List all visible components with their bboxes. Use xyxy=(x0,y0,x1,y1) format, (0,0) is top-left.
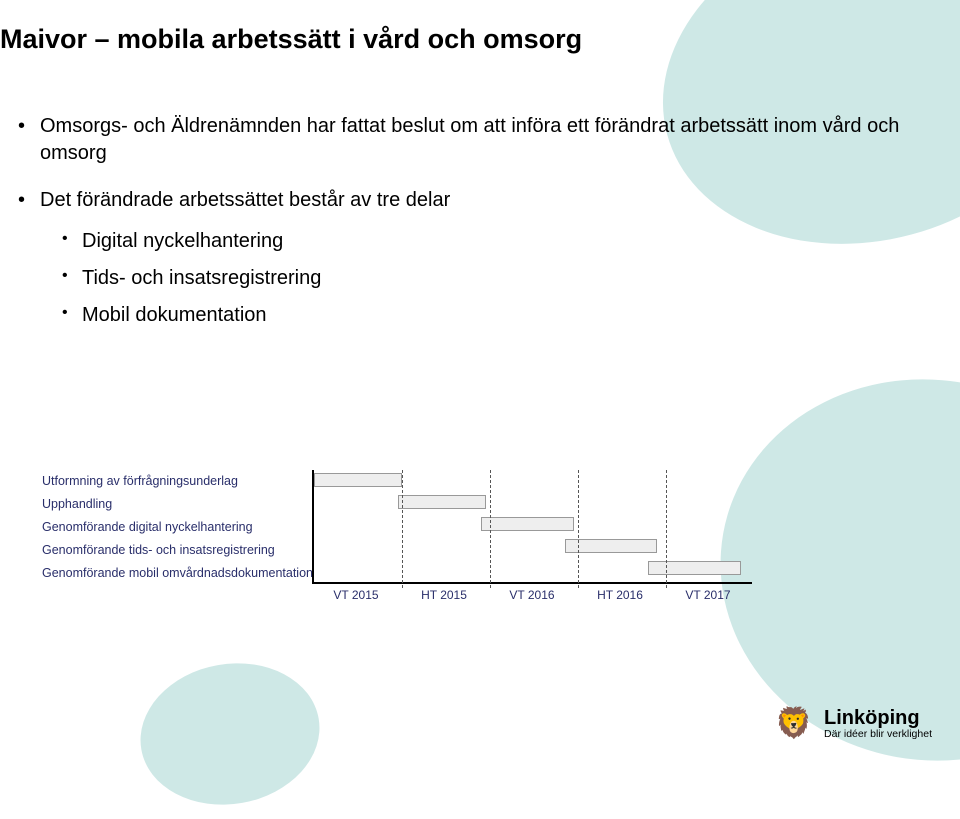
logo-city: Linköping xyxy=(824,707,932,729)
gantt-x-tick: HT 2016 xyxy=(597,588,643,602)
gantt-task-labels: Utformning av förfrågningsunderlagUpphan… xyxy=(42,470,312,584)
slide-content: Maivor – mobila arbetssätt i vård och om… xyxy=(0,0,960,329)
gantt-gridline xyxy=(402,470,403,588)
logo-tagline: Där idéer blir verklighet xyxy=(824,729,932,741)
gantt-task-label: Upphandling xyxy=(42,493,304,515)
gantt-x-tick: VT 2017 xyxy=(685,588,730,602)
bullet-list: Omsorgs- och Äldrenämnden har fattat bes… xyxy=(0,113,932,329)
list-item: Omsorgs- och Äldrenämnden har fattat bes… xyxy=(18,113,932,167)
gantt-bar xyxy=(398,495,486,509)
sub-bullet-list: Digital nyckelhantering Tids- och insats… xyxy=(40,228,932,329)
gantt-task-label: Genomförande tids- och insatsregistrerin… xyxy=(42,539,304,561)
bullet-text: Tids- och insatsregistrering xyxy=(82,267,321,289)
gantt-x-tick: VT 2015 xyxy=(333,588,378,602)
list-item: Tids- och insatsregistrering xyxy=(62,265,932,292)
lion-icon: 🦁 xyxy=(774,704,814,744)
bullet-text: Digital nyckelhantering xyxy=(82,230,283,252)
gantt-x-tick: HT 2015 xyxy=(421,588,467,602)
logo-text: Linköping Där idéer blir verklighet xyxy=(824,707,932,741)
gantt-gridline xyxy=(578,470,579,588)
gantt-gridline xyxy=(490,470,491,588)
gantt-task-label: Genomförande mobil omvårdnadsdokumentati… xyxy=(42,562,304,584)
gantt-bar xyxy=(481,517,573,531)
list-item: Mobil dokumentation xyxy=(62,302,932,329)
gantt-plot-area xyxy=(312,470,752,584)
gantt-task-label: Genomförande digital nyckelhantering xyxy=(42,516,304,538)
gantt-chart: Utformning av förfrågningsunderlagUpphan… xyxy=(42,470,822,584)
gantt-x-tick: VT 2016 xyxy=(509,588,554,602)
bullet-text: Mobil dokumentation xyxy=(82,304,267,326)
gantt-gridline xyxy=(666,470,667,588)
list-item: Digital nyckelhantering xyxy=(62,228,932,255)
list-item: Det förändrade arbetssättet består av tr… xyxy=(18,187,932,329)
page-title: Maivor – mobila arbetssätt i vård och om… xyxy=(0,24,932,55)
gantt-bar xyxy=(314,473,402,487)
bullet-text: Omsorgs- och Äldrenämnden har fattat bes… xyxy=(40,115,899,164)
gantt-bar xyxy=(648,561,740,575)
bullet-text: Det förändrade arbetssättet består av tr… xyxy=(40,189,450,211)
bg-shape xyxy=(129,649,331,818)
logo: 🦁 Linköping Där idéer blir verklighet xyxy=(774,704,932,744)
gantt-task-label: Utformning av förfrågningsunderlag xyxy=(42,470,304,492)
